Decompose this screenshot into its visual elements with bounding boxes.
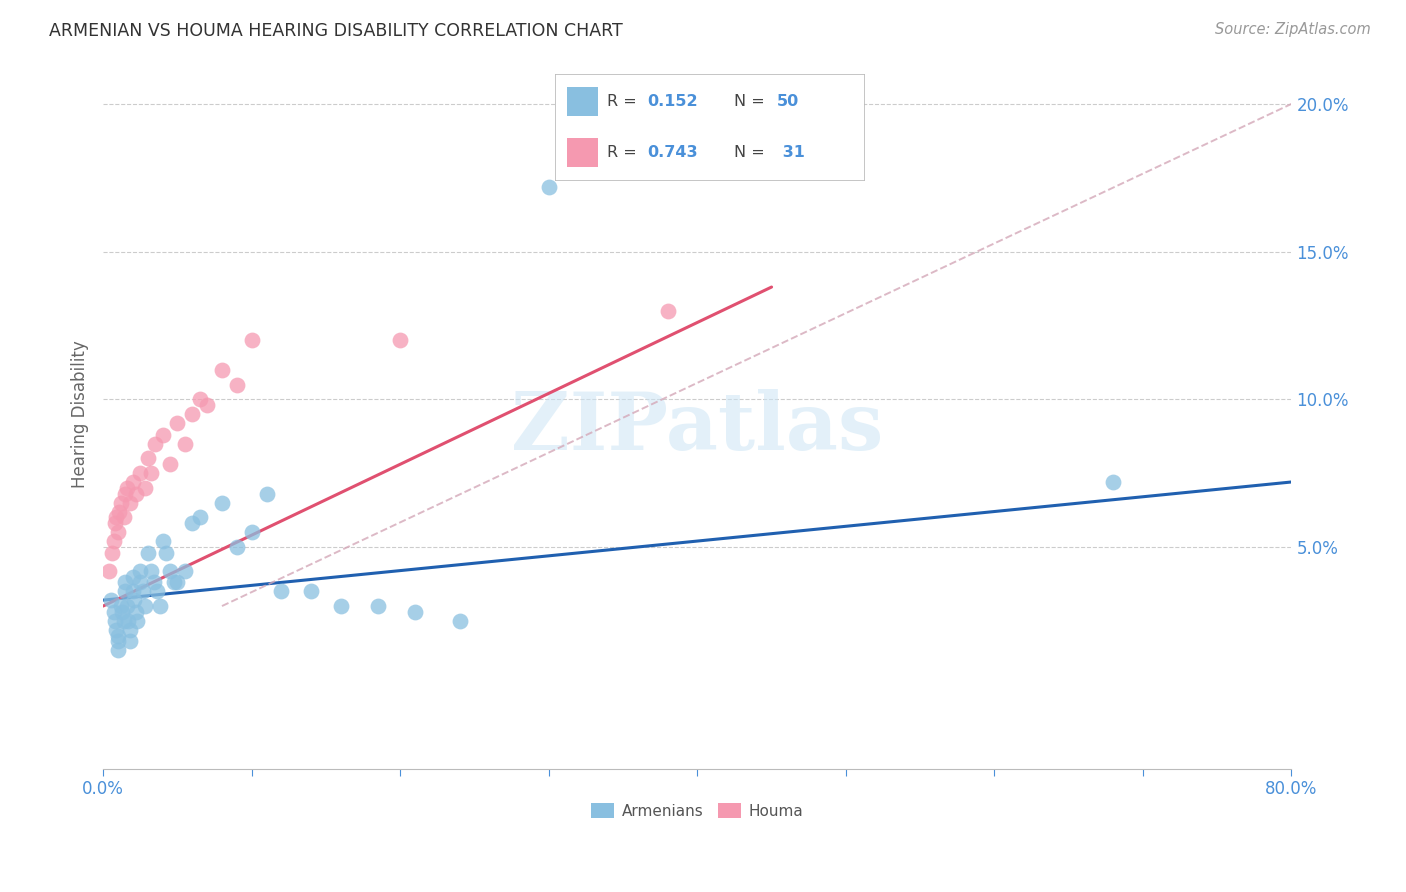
Text: ARMENIAN VS HOUMA HEARING DISABILITY CORRELATION CHART: ARMENIAN VS HOUMA HEARING DISABILITY COR… <box>49 22 623 40</box>
Point <box>110 496 132 510</box>
Point <box>143 436 166 450</box>
Point <box>163 575 186 590</box>
Point <box>115 599 138 613</box>
Point <box>114 584 136 599</box>
Point <box>166 416 188 430</box>
Point <box>173 564 195 578</box>
Text: ZIPatlas: ZIPatlas <box>512 389 883 467</box>
Point <box>240 333 263 347</box>
Y-axis label: Hearing Disability: Hearing Disability <box>72 340 89 488</box>
Point <box>270 584 292 599</box>
Point <box>107 643 129 657</box>
Point <box>159 457 181 471</box>
Point <box>152 427 174 442</box>
Point <box>125 487 148 501</box>
Point <box>111 605 134 619</box>
Point <box>537 179 560 194</box>
Point <box>108 504 131 518</box>
Point <box>240 525 263 540</box>
Point <box>125 605 148 619</box>
Point <box>98 564 121 578</box>
Point <box>107 634 129 648</box>
Point <box>114 487 136 501</box>
Point <box>100 593 122 607</box>
Point <box>1102 475 1125 489</box>
Point <box>155 546 177 560</box>
Point <box>132 584 155 599</box>
Point <box>107 525 129 540</box>
Point <box>104 614 127 628</box>
Point <box>136 451 159 466</box>
Point <box>103 605 125 619</box>
Point <box>112 614 135 628</box>
Point <box>159 564 181 578</box>
Point <box>105 623 128 637</box>
Point <box>389 333 412 347</box>
Point <box>127 614 149 628</box>
Point <box>121 584 143 599</box>
Point <box>118 623 141 637</box>
Point <box>124 593 146 607</box>
Point <box>129 466 152 480</box>
Point <box>181 516 204 531</box>
Point <box>195 398 218 412</box>
Point <box>103 534 125 549</box>
Point <box>118 496 141 510</box>
Point <box>449 614 471 628</box>
Point <box>101 546 124 560</box>
Point <box>329 599 352 613</box>
Point <box>173 436 195 450</box>
Point <box>142 575 165 590</box>
Point <box>181 407 204 421</box>
Point <box>107 629 129 643</box>
Point <box>129 564 152 578</box>
Point <box>129 575 152 590</box>
Point <box>134 599 156 613</box>
Point <box>121 569 143 583</box>
Point <box>121 475 143 489</box>
Point <box>657 303 679 318</box>
Point <box>367 599 389 613</box>
Point <box>299 584 322 599</box>
Point <box>114 575 136 590</box>
Point <box>112 510 135 524</box>
Point <box>105 510 128 524</box>
Point <box>110 599 132 613</box>
Point <box>225 377 247 392</box>
Point <box>152 534 174 549</box>
Point <box>118 634 141 648</box>
Point <box>104 516 127 531</box>
Point <box>211 496 233 510</box>
Point <box>188 510 211 524</box>
Point <box>148 599 170 613</box>
Point <box>404 605 426 619</box>
Point <box>188 392 211 407</box>
Point <box>211 363 233 377</box>
Legend: Armenians, Houma: Armenians, Houma <box>585 797 810 825</box>
Point <box>136 546 159 560</box>
Point <box>139 466 162 480</box>
Point <box>256 487 278 501</box>
Point <box>139 564 162 578</box>
Point <box>225 540 247 554</box>
Point <box>117 614 139 628</box>
Text: Source: ZipAtlas.com: Source: ZipAtlas.com <box>1215 22 1371 37</box>
Point <box>166 575 188 590</box>
Point <box>115 481 138 495</box>
Point <box>145 584 167 599</box>
Point <box>134 481 156 495</box>
